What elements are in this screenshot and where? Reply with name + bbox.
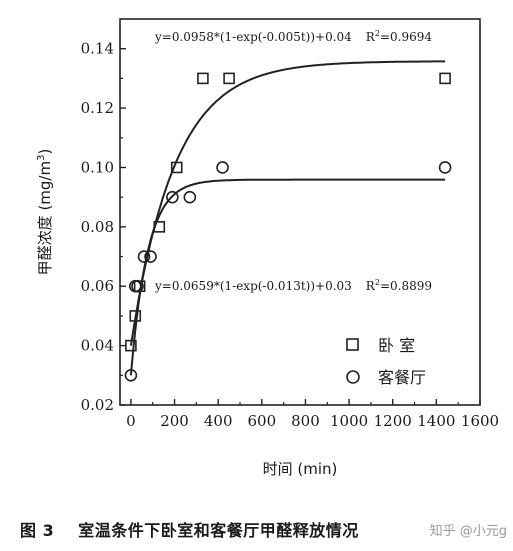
legend-square-marker <box>346 338 359 351</box>
fit-curves <box>129 60 446 376</box>
figure-caption-text: 室温条件下卧室和客餐厅甲醛释放情况 <box>78 521 359 540</box>
legend-label-living-room: 客餐厅 <box>378 368 426 387</box>
legend: 卧 室 客餐厅 <box>346 336 426 387</box>
x-tick-label: 600 <box>247 412 276 430</box>
ticks <box>120 47 481 406</box>
watermark: 知乎 @小元g <box>429 524 507 539</box>
x-tick-label: 1600 <box>461 412 499 430</box>
point-bedroom <box>439 72 451 85</box>
x-tick-label: 0 <box>126 412 136 430</box>
point-bedroom <box>153 221 166 233</box>
point-bedroom <box>170 161 183 174</box>
x-tick-label: 800 <box>291 412 320 430</box>
tick-labels: 0 200 400 600 800 1000 1200 1400 1600 0.02 0.04 0.0… <box>81 40 500 430</box>
fit-curve-1 <box>129 178 446 376</box>
x-tick-label: 1000 <box>330 412 368 430</box>
fit-curve-0 <box>129 60 446 346</box>
point-bedroom <box>129 310 142 322</box>
data-markers <box>124 72 452 382</box>
plot-frame <box>119 18 481 406</box>
y-tick-label: 0.02 <box>81 396 114 414</box>
x-tick-label: 200 <box>160 412 189 430</box>
y-tick-label: 0.10 <box>81 158 114 176</box>
fit-label-bedroom: y=0.0958*(1-exp(-0.005t))+0.04 R2=0.9694 <box>154 29 432 44</box>
fit-label-living-room: y=0.0659*(1-exp(-0.013t))+0.03 R2=0.8899 <box>154 278 432 293</box>
y-tick-label: 0.04 <box>81 337 114 355</box>
x-tick-label: 400 <box>204 412 233 430</box>
figure-number: 图 3 <box>20 521 55 540</box>
y-axis-label: 甲醛浓度 (mg/m3) <box>36 149 54 276</box>
y-tick-label: 0.08 <box>81 218 114 236</box>
figure-caption: 图 3 室温条件下卧室和客餐厅甲醛释放情况 <box>0 517 513 541</box>
point-bedroom <box>197 72 209 85</box>
point-bedroom <box>223 72 235 85</box>
y-tick-label: 0.12 <box>81 99 114 117</box>
point-living-room <box>131 279 144 293</box>
x-axis-label: 时间 (min) <box>263 460 338 478</box>
x-tick-label: 1200 <box>374 412 412 430</box>
point-living-room <box>438 161 452 174</box>
y-tick-label: 0.06 <box>81 277 114 295</box>
point-living-room <box>137 250 151 263</box>
legend-label-bedroom: 卧 室 <box>378 336 415 355</box>
point-living-room <box>216 161 229 174</box>
legend-circle-marker <box>346 370 360 384</box>
point-bedroom <box>125 339 137 352</box>
y-tick-label: 0.14 <box>81 40 114 58</box>
point-living-room <box>124 369 138 382</box>
point-living-room <box>183 190 197 204</box>
point-living-room <box>166 190 179 204</box>
point-living-room <box>144 250 157 263</box>
x-tick-label: 1400 <box>417 412 455 430</box>
